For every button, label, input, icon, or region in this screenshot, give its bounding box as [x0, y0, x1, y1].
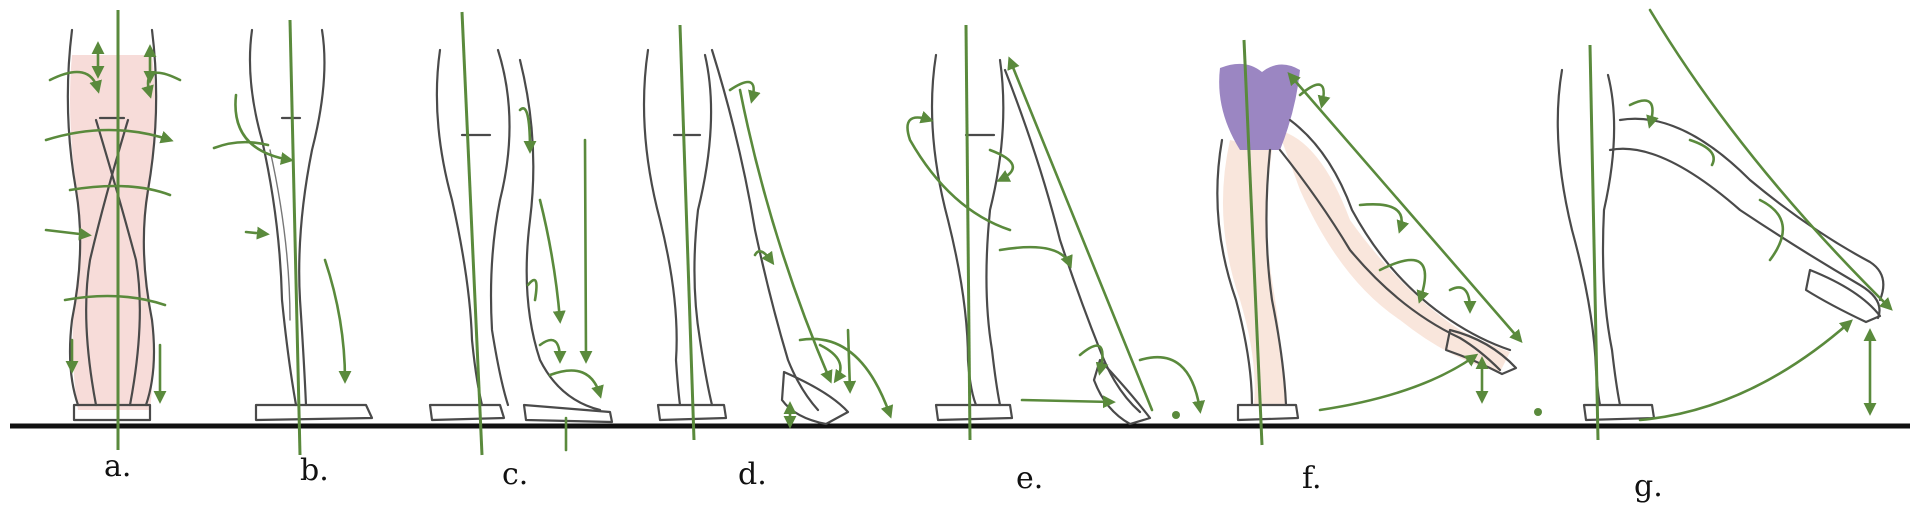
figure-c-legs	[428, 11, 614, 456]
figure-a-label: a.	[104, 449, 131, 484]
figure-c-label: c.	[502, 457, 528, 492]
figure-b-label: b.	[300, 453, 329, 488]
figure-f-legs	[1216, 39, 1523, 446]
figure-b-legs	[212, 19, 374, 456]
figure-f-label: f.	[1302, 461, 1322, 496]
figure-e-label: e.	[1016, 461, 1043, 496]
figure-d-legs	[642, 24, 894, 441]
figure-g-legs	[1534, 8, 1893, 441]
figure-d-label: d.	[738, 457, 767, 492]
figure-a-legs	[44, 10, 182, 450]
figure-g-label: g.	[1634, 469, 1663, 504]
figure-e-legs	[906, 24, 1206, 441]
